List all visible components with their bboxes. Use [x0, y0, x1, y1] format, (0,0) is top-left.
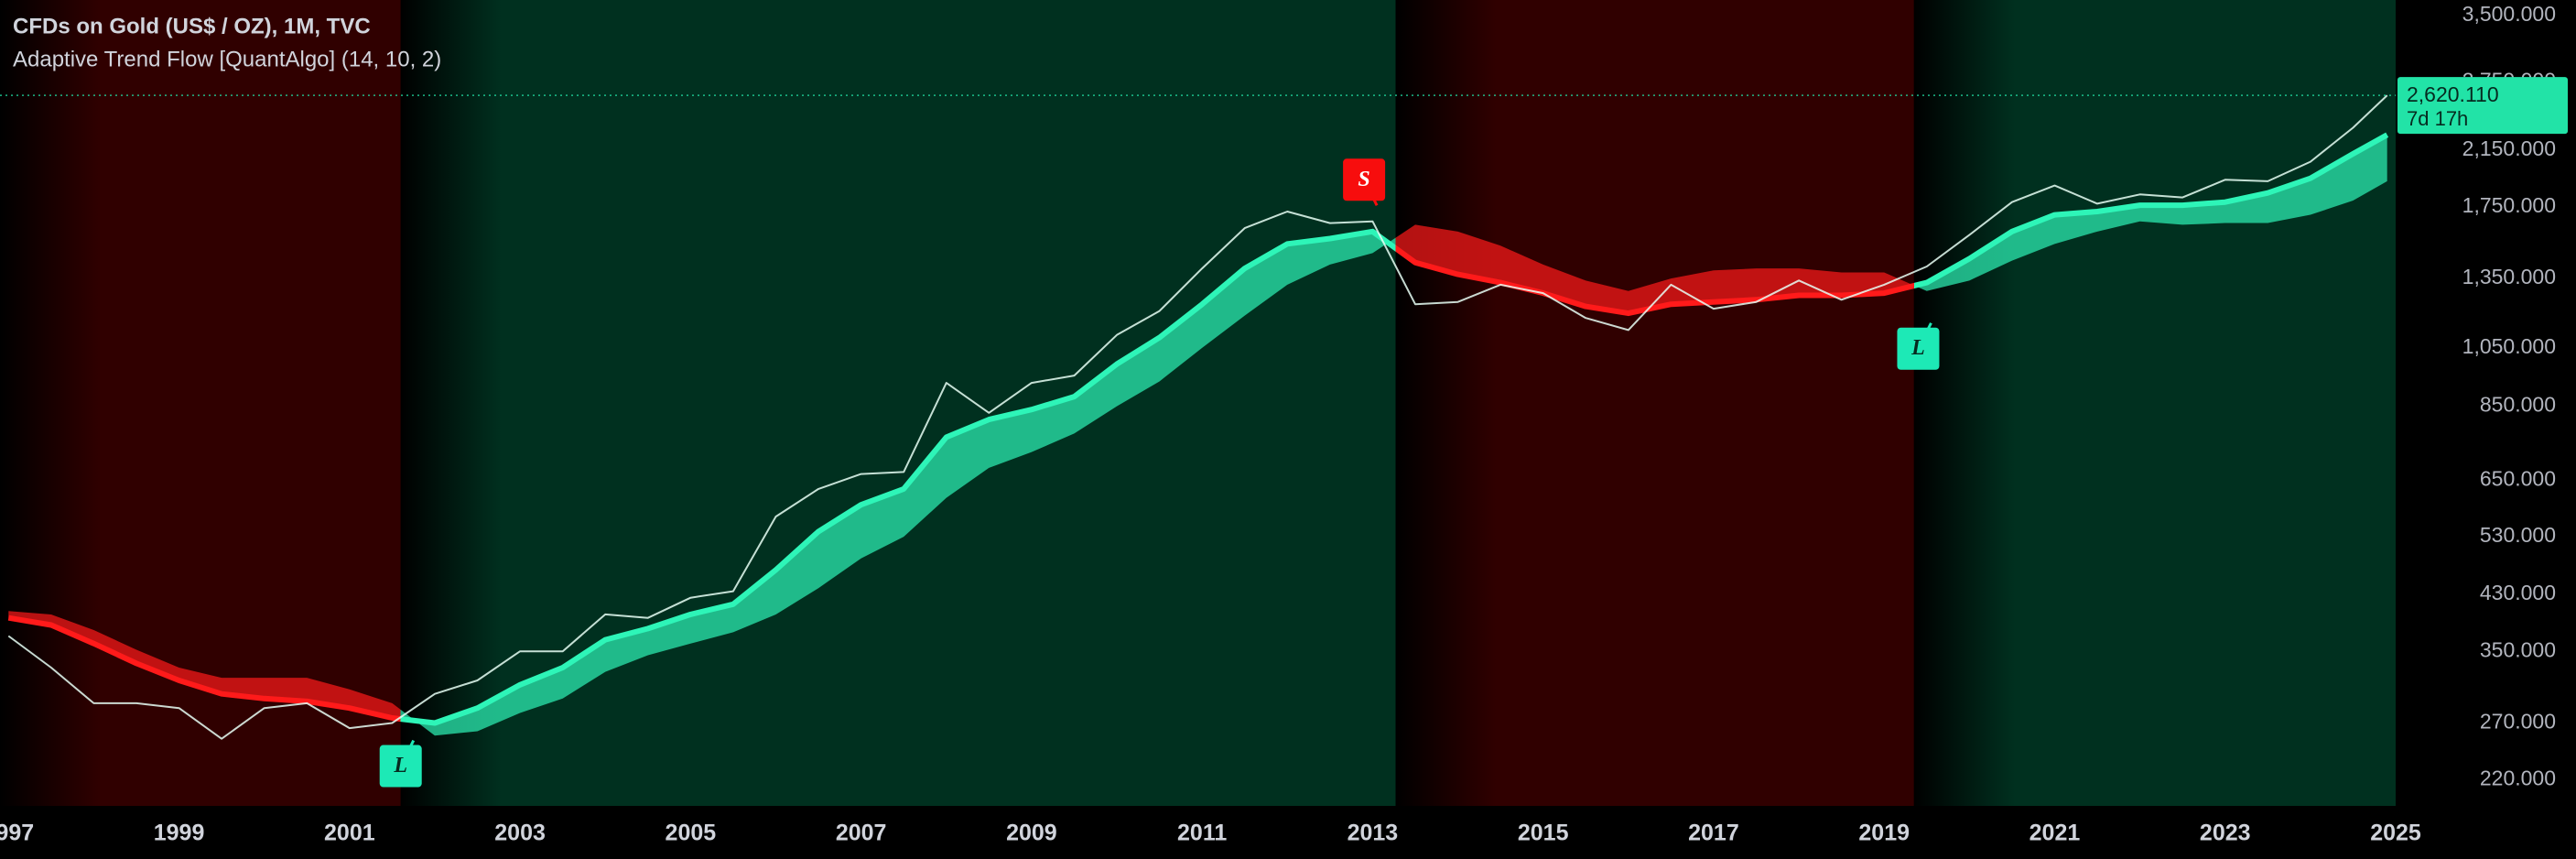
x-tick-label: 1999: [154, 821, 205, 846]
x-tick-label: 1997: [0, 821, 34, 846]
y-tick-label: 3,500.000: [2462, 2, 2556, 26]
y-tick-label: 1,750.000: [2462, 193, 2556, 217]
y-tick-label: 1,350.000: [2462, 265, 2556, 288]
x-tick-label: 2019: [1858, 821, 1910, 846]
regime-background: [1913, 0, 2396, 806]
price-line: [7, 94, 2388, 740]
signal: S: [1343, 158, 1386, 206]
last-price-box: [2397, 77, 2568, 135]
signal-box: [1343, 158, 1386, 201]
x-tick-label: 2023: [2200, 821, 2251, 846]
chart-title: CFDs on Gold (US$ / OZ), 1M, TVC: [13, 14, 371, 38]
plot-area: L S L: [0, 94, 2396, 788]
signal-box: [379, 745, 422, 788]
signal-label: L: [1910, 336, 1925, 360]
x-tick-label: 2009: [1006, 821, 1057, 846]
y-tick-label: 350.000: [2480, 637, 2556, 661]
indicator-title: Adaptive Trend Flow [QuantAlgo] (14, 10,…: [13, 47, 441, 71]
y-tick-label: 430.000: [2480, 581, 2556, 604]
x-tick-label: 2003: [494, 821, 546, 846]
signal-label: S: [1358, 168, 1369, 191]
signal: L: [379, 739, 422, 788]
regime-backgrounds: [0, 0, 2396, 806]
trend-line: [7, 132, 2389, 726]
x-tick-label: 2017: [1688, 821, 1739, 846]
y-tick-label: 850.000: [2480, 393, 2556, 417]
y-tick-label: 2,150.000: [2462, 136, 2556, 160]
y-tick-label: 530.000: [2480, 523, 2556, 547]
last-price-label: 2,620.110: [2407, 82, 2499, 106]
x-tick-label: 2007: [836, 821, 887, 846]
y-tick-label: 270.000: [2480, 710, 2556, 734]
y-tick-label: 220.000: [2480, 766, 2556, 789]
y-tick-label: 650.000: [2480, 467, 2556, 491]
regime-background: [0, 0, 401, 806]
signal-box: [1897, 327, 1940, 370]
price-axis-bg: [2396, 0, 2576, 859]
time-axis-bg: [0, 806, 2396, 859]
x-tick-label: 2021: [2029, 821, 2081, 846]
x-tick-label: 2005: [666, 821, 717, 846]
x-tick-label: 2013: [1348, 821, 1399, 846]
x-tick-label: 2001: [324, 821, 375, 846]
signal: L: [1897, 322, 1940, 370]
y-tick-label: 1,050.000: [2462, 334, 2556, 358]
trend-band: [8, 135, 2387, 736]
regime-background: [1395, 0, 1914, 806]
x-tick-label: 2025: [2370, 821, 2421, 846]
countdown-label: 7d 17h: [2407, 107, 2468, 130]
x-tick-label: 2011: [1177, 821, 1227, 846]
x-tick-label: 2015: [1518, 821, 1569, 846]
signal-label: L: [393, 754, 407, 777]
